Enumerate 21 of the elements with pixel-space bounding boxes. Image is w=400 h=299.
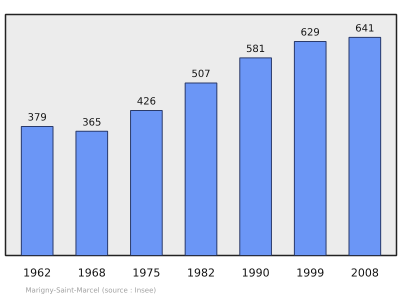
data-label: 507	[191, 68, 211, 80]
bar	[20, 126, 54, 256]
x-tick-label: 1975	[132, 266, 160, 280]
data-label: 581	[246, 44, 266, 55]
x-tick-label: 1982	[187, 266, 216, 280]
x-tick-label: 2008	[350, 266, 379, 280]
data-label: 641	[355, 23, 374, 34]
x-tick-label: 1962	[23, 266, 52, 280]
x-tick-label: 1999	[296, 266, 324, 280]
bar	[294, 40, 327, 256]
bar	[348, 36, 382, 256]
data-label: 365	[82, 117, 102, 128]
bar	[130, 110, 163, 256]
data-label: 379	[28, 112, 47, 124]
data-label: 629	[300, 27, 320, 38]
bar	[184, 82, 218, 256]
x-tick-label: 1968	[78, 266, 106, 280]
data-label: 426	[136, 96, 156, 108]
bar	[75, 130, 108, 256]
bar	[239, 57, 272, 256]
x-tick-label: 1990	[242, 266, 270, 280]
